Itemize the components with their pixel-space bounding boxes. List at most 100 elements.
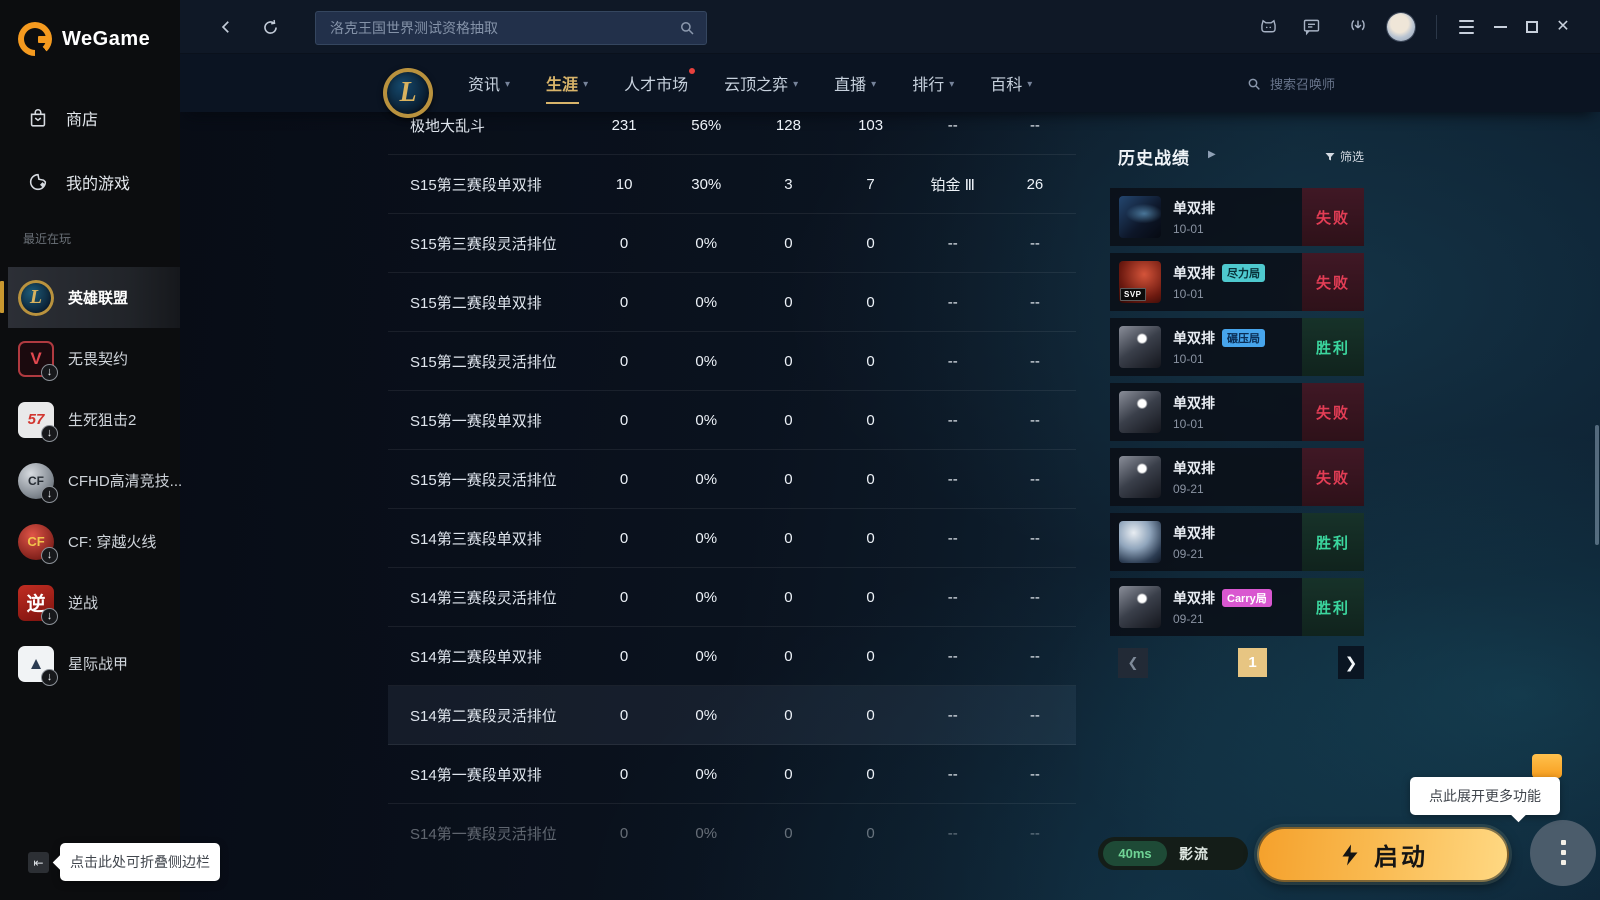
- tab-排行[interactable]: 排行 ▾: [912, 54, 954, 112]
- chevron-down-icon: ▾: [871, 78, 877, 90]
- chevron-right-icon[interactable]: ▶: [1208, 149, 1216, 160]
- sidebar-game-item[interactable]: CF ↓ CFHD高清竞技...: [0, 450, 182, 511]
- losses-cell: 0: [866, 824, 875, 842]
- points-cell: --: [1029, 293, 1040, 311]
- match-line1: 单双排 尽力局: [1173, 263, 1302, 283]
- career-table-row[interactable]: S15第三赛段单双排 10 30% 3 7 铂金 Ⅲ 26: [388, 155, 1076, 214]
- sidebar-game-item[interactable]: CF ↓ CF: 穿越火线: [0, 511, 180, 572]
- main-menu-button[interactable]: [1452, 13, 1480, 41]
- prev-page-button[interactable]: ❮: [1118, 648, 1148, 678]
- career-table-row[interactable]: S15第一赛段灵活排位 0 0% 0 0 -- --: [388, 450, 1076, 509]
- losses-cell: 103: [858, 116, 884, 134]
- back-button[interactable]: [212, 13, 240, 41]
- lol-logo[interactable]: L: [383, 68, 433, 118]
- promo-icon[interactable]: [1532, 754, 1562, 778]
- match-card[interactable]: 单双排 09-21 胜利: [1110, 513, 1364, 571]
- tab-百科[interactable]: 百科 ▾: [990, 54, 1032, 112]
- tab-云顶之弈[interactable]: 云顶之弈 ▾: [724, 54, 798, 112]
- game-list: L 英雄联盟 V ↓ 无畏契约 57 ↓ 生死狙击2 CF ↓ CFHD高清竞技... CF ↓ CF: …: [0, 267, 182, 694]
- career-table-row[interactable]: S15第二赛段灵活排位 0 0% 0 0 -- --: [388, 332, 1076, 391]
- tab-生涯[interactable]: 生涯 ▾: [546, 54, 588, 112]
- wins-cell: 0: [784, 824, 793, 842]
- points-cell: --: [1029, 234, 1040, 252]
- maximize-button[interactable]: [1518, 13, 1546, 41]
- losses-cell: 0: [866, 529, 875, 547]
- user-avatar[interactable]: [1387, 13, 1415, 41]
- total-cell: 0: [619, 706, 629, 724]
- career-table-row[interactable]: 极地大乱斗 231 56% 128 103 -- --: [388, 112, 1076, 155]
- champion-icon: [1119, 521, 1161, 563]
- sidebar-game-item[interactable]: ▲ ↓ 星际战甲: [0, 633, 180, 694]
- summoner-search-input[interactable]: [1270, 76, 1390, 92]
- downloads-button[interactable]: [1347, 16, 1369, 43]
- assistant-button[interactable]: [1258, 16, 1279, 42]
- sidebar-game-item[interactable]: L 英雄联盟: [0, 267, 180, 328]
- career-table-row[interactable]: S14第三赛段单双排 0 0% 0 0 -- --: [388, 509, 1076, 568]
- ping-node-pill[interactable]: 40ms 影流: [1098, 837, 1248, 870]
- queue-mode-cell: S15第二赛段灵活排位: [410, 353, 557, 371]
- tab-资讯[interactable]: 资讯 ▾: [468, 54, 510, 112]
- career-table-row[interactable]: S14第一赛段灵活排位 0 0% 0 0 -- --: [388, 804, 1076, 862]
- match-line1: 单双排: [1173, 198, 1302, 218]
- wegame-logo: WeGame: [18, 22, 150, 56]
- losses-cell: 0: [866, 765, 875, 783]
- search-icon[interactable]: [678, 19, 696, 37]
- match-date: 10-01: [1173, 417, 1204, 431]
- career-table-row[interactable]: S15第二赛段单双排 0 0% 0 0 -- --: [388, 273, 1076, 332]
- close-button[interactable]: ✕: [1549, 13, 1577, 41]
- scrollbar-thumb[interactable]: [1595, 425, 1599, 545]
- minimize-icon: [1493, 26, 1507, 28]
- collapse-tooltip-text: 点击此处可折叠侧边栏: [70, 854, 210, 870]
- match-info: 单双排 09-21: [1173, 523, 1302, 561]
- messages-button[interactable]: [1301, 16, 1322, 42]
- match-result: 失败: [1302, 188, 1364, 246]
- career-table-row[interactable]: S14第二赛段灵活排位 0 0% 0 0 -- --: [388, 686, 1076, 745]
- sidebar-game-item[interactable]: V ↓ 无畏契约: [0, 328, 180, 389]
- match-info: 单双排 09-21: [1173, 458, 1302, 496]
- queue-mode-cell: S14第三赛段灵活排位: [410, 589, 557, 607]
- sidebar-item-store[interactable]: 商店: [0, 98, 180, 138]
- launch-game-button[interactable]: 启动: [1257, 827, 1509, 882]
- career-table-row[interactable]: S14第一赛段单双排 0 0% 0 0 -- --: [388, 745, 1076, 804]
- match-card[interactable]: 单双排 碾压局 10-01 胜利: [1110, 318, 1364, 376]
- rank-cell: --: [947, 647, 958, 665]
- current-page[interactable]: 1: [1238, 648, 1267, 677]
- refresh-button[interactable]: [256, 13, 284, 41]
- losses-cell: 0: [866, 647, 875, 665]
- match-card[interactable]: SVP 单双排 尽力局 10-01 失败: [1110, 253, 1364, 311]
- pagination: ❮ 1 ❯: [1102, 644, 1364, 684]
- match-card[interactable]: 单双排 09-21 失败: [1110, 448, 1364, 506]
- sidebar-game-item[interactable]: 57 ↓ 生死狙击2: [0, 389, 180, 450]
- filter-button[interactable]: 筛选: [1324, 148, 1364, 165]
- wins-cell: 0: [784, 352, 793, 370]
- tab-直播[interactable]: 直播 ▾: [834, 54, 876, 112]
- sidebar-item-my-games[interactable]: 我的游戏: [0, 162, 180, 202]
- global-search-input[interactable]: [316, 12, 706, 44]
- sidebar-item-label: 商店: [66, 112, 99, 129]
- career-table-row[interactable]: S14第二赛段单双排 0 0% 0 0 -- --: [388, 627, 1076, 686]
- queue-mode-cell: S14第三赛段单双排: [410, 530, 542, 548]
- kebab-dot: [1561, 850, 1566, 855]
- total-cell: 0: [619, 765, 629, 783]
- minimize-button[interactable]: [1486, 13, 1514, 41]
- queue-mode-cell: S15第一赛段灵活排位: [410, 471, 557, 489]
- active-game-indicator: [0, 281, 4, 313]
- tab-label: 排行: [912, 77, 945, 94]
- sidebar-game-item[interactable]: 逆 ↓ 逆战: [0, 572, 180, 633]
- next-page-button[interactable]: ❯: [1338, 646, 1364, 679]
- collapse-sidebar-button[interactable]: ⇤: [28, 852, 49, 873]
- tab-人才市场[interactable]: 人才市场: [624, 54, 696, 112]
- match-result: 失败: [1302, 383, 1364, 441]
- career-table-row[interactable]: S15第三赛段灵活排位 0 0% 0 0 -- --: [388, 214, 1076, 273]
- career-table-row[interactable]: S15第一赛段单双排 0 0% 0 0 -- --: [388, 391, 1076, 450]
- global-search: [315, 11, 707, 45]
- chevron-left-icon: [221, 21, 229, 33]
- match-card[interactable]: 单双排 10-01 失败: [1110, 383, 1364, 441]
- chevron-down-icon: ▾: [505, 78, 511, 90]
- career-table-row[interactable]: S14第三赛段灵活排位 0 0% 0 0 -- --: [388, 568, 1076, 627]
- match-card[interactable]: 单双排 10-01 失败: [1110, 188, 1364, 246]
- match-card[interactable]: 单双排 Carry局 09-21 胜利: [1110, 578, 1364, 636]
- wins-cell: 0: [784, 529, 793, 547]
- more-functions-button[interactable]: [1530, 820, 1596, 886]
